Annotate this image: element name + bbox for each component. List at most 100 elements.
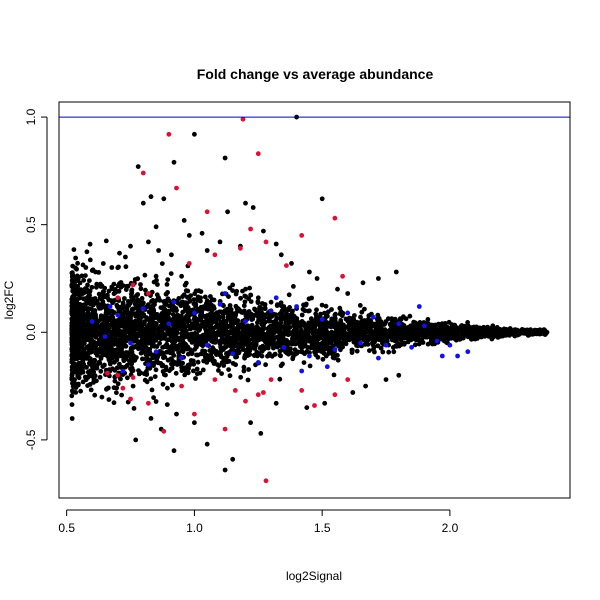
highlight-blue-point [396,321,402,327]
highlight-blue-point [358,340,363,346]
gene-point [206,301,212,307]
gene-point [88,356,93,362]
gene-point [102,362,107,368]
gene-point [224,310,229,315]
gene-point [236,323,241,329]
gene-point [241,303,247,309]
gene-point [91,369,97,375]
gene-point [187,347,193,353]
gene-point [538,330,543,335]
gene-point [78,287,84,293]
gene-point [386,349,392,355]
gene-point [325,309,331,315]
gene-point [394,343,400,349]
gene-point [254,349,260,355]
gene-point [115,265,121,271]
gene-point [121,310,127,316]
gene-point [313,352,319,358]
gene-point [266,316,272,321]
gene-point [114,365,120,371]
gene-point [196,328,202,333]
gene-point [292,347,298,353]
gene-point [133,437,139,443]
gene-point [126,351,132,356]
gene-point [85,289,91,295]
gene-point [92,392,98,398]
gene-point [120,300,126,306]
gene-point [111,326,116,332]
gene-point [491,326,497,331]
gene-point [152,302,157,307]
gene-point [277,328,283,333]
gene-point [358,324,363,330]
gene-point [321,350,327,356]
gene-point [185,351,191,357]
gene-point [122,296,127,301]
gene-point [97,374,103,380]
gene-point [202,303,208,309]
gene-point [171,448,177,454]
gene-point [161,372,167,377]
gene-point [106,397,112,402]
gene-point [70,304,76,310]
gene-point [176,323,182,329]
highlight-red-point [263,478,269,484]
gene-point [298,338,303,344]
gene-point [350,390,356,395]
gene-point [179,331,185,336]
gene-point [89,284,95,290]
gene-point [186,366,191,372]
gene-point [262,319,268,325]
gene-point [173,306,179,311]
gene-point [247,313,253,319]
highlight-blue-point [383,342,389,348]
gene-point [375,319,381,325]
gene-point [171,312,176,318]
gene-point [322,310,327,316]
gene-point [69,402,75,407]
gene-point [528,327,533,333]
gene-point [236,349,242,354]
gene-point [194,366,200,372]
highlight-red-point [204,209,210,215]
gene-point [314,346,320,352]
gene-point [148,416,154,421]
gene-point [111,281,117,287]
gene-point [97,346,103,352]
gene-point [262,312,268,318]
gene-point [228,318,234,324]
gene-point [78,388,83,394]
gene-point [227,285,233,291]
gene-point [292,341,298,347]
gene-point [115,381,121,387]
gene-point [236,344,241,350]
gene-point [98,327,104,332]
gene-point [393,317,398,323]
gene-point [362,338,368,344]
gene-point [85,374,91,380]
gene-point [211,306,217,311]
gene-point [128,243,133,249]
gene-point [191,361,197,367]
gene-point [206,319,211,325]
gene-point [266,353,272,358]
gene-point [313,335,319,341]
gene-point [96,270,102,275]
gene-point [93,333,98,339]
gene-point [84,328,90,333]
gene-point [341,322,346,328]
gene-point [282,316,288,322]
gene-point [74,266,79,272]
gene-point [200,343,206,349]
highlight-blue-point [294,304,299,309]
gene-point [156,248,162,253]
gene-point [165,385,170,391]
gene-point [98,341,103,347]
gene-point [183,280,189,286]
gene-point [141,312,147,317]
gene-point [287,320,293,325]
gene-point [139,301,144,307]
gene-point [200,367,206,373]
highlight-red-point [240,116,246,122]
gene-point [330,355,336,360]
